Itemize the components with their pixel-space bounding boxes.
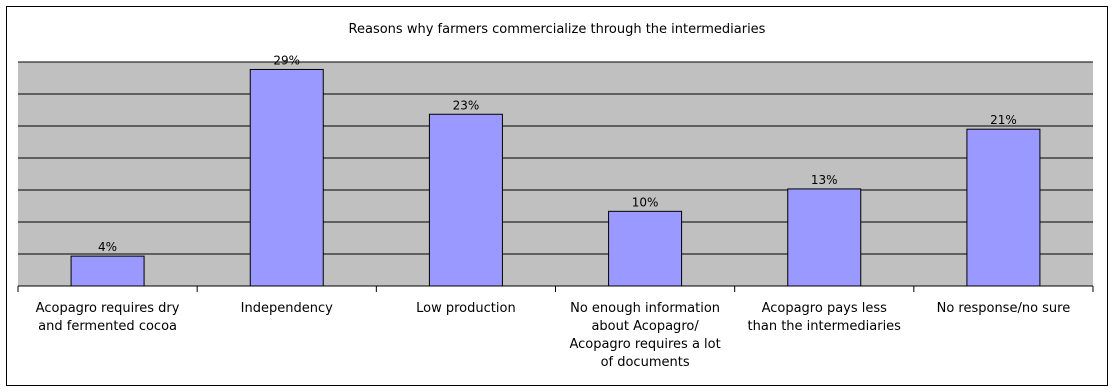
category-label: Independency xyxy=(241,301,333,316)
data-label: 13% xyxy=(811,173,838,187)
bar xyxy=(966,128,1041,287)
category-label: Acopagro requires a lot xyxy=(569,337,720,352)
category-label: than the intermediaries xyxy=(748,319,902,334)
category-label: and fermented cocoa xyxy=(38,319,177,334)
category-label: No response/no sure xyxy=(937,301,1071,316)
chart-title: Reasons why farmers commercialize throug… xyxy=(348,22,766,37)
category-label: about Acopagro/ xyxy=(591,319,699,334)
bar xyxy=(249,68,324,287)
category-label: Acopagro pays less xyxy=(762,301,888,316)
data-label: 23% xyxy=(453,98,480,112)
bar xyxy=(608,210,683,287)
category-label: of documents xyxy=(601,355,690,370)
data-label: 21% xyxy=(990,113,1017,127)
bar xyxy=(70,255,145,287)
category-label: Low production xyxy=(416,301,516,316)
bar xyxy=(428,113,503,287)
plot-area xyxy=(18,62,1093,286)
data-label: 29% xyxy=(273,53,300,67)
category-label: Acopagro requires dry xyxy=(36,301,180,316)
data-label: 10% xyxy=(632,195,659,209)
category-label: No enough information xyxy=(570,301,720,316)
bar xyxy=(787,188,862,287)
data-label: 4% xyxy=(98,240,117,254)
